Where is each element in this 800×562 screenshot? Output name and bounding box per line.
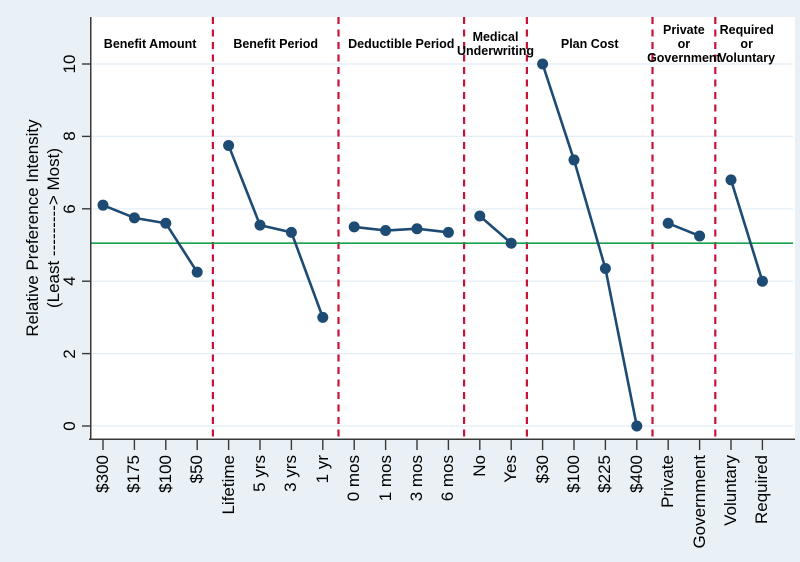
x-tick-label: $50 bbox=[187, 455, 207, 484]
data-point-marker bbox=[380, 225, 392, 237]
data-point-marker bbox=[662, 217, 674, 229]
data-point-marker bbox=[442, 226, 454, 238]
group-header: Private or Government bbox=[647, 23, 721, 65]
data-point-marker bbox=[599, 263, 611, 275]
data-point-marker bbox=[160, 217, 172, 229]
x-tick-label: Required bbox=[752, 455, 772, 524]
data-point-marker bbox=[694, 230, 706, 242]
group-header: Deductible Period bbox=[348, 24, 454, 64]
x-tick-label: Private bbox=[658, 455, 678, 508]
group-header-line: Voluntary bbox=[718, 51, 776, 65]
plot-area bbox=[82, 17, 795, 450]
group-header: Benefit Period bbox=[233, 24, 318, 64]
data-point-marker bbox=[756, 275, 768, 287]
x-tick-label: $400 bbox=[626, 455, 646, 493]
group-header-line: Medical bbox=[472, 30, 519, 44]
data-point-marker bbox=[411, 223, 423, 235]
group-header-line: Benefit Period bbox=[233, 37, 319, 51]
series-line bbox=[227, 144, 325, 318]
x-tick-label: $175 bbox=[124, 455, 144, 493]
x-tick-label: 3 mos bbox=[407, 455, 426, 502]
group-header-line: or bbox=[740, 37, 753, 51]
x-tick-label: $100 bbox=[155, 455, 175, 493]
data-point-marker bbox=[191, 266, 203, 278]
x-tick-label: No bbox=[469, 455, 489, 477]
group-header-line: Private bbox=[663, 23, 705, 37]
group-header: Benefit Amount bbox=[104, 24, 197, 64]
data-point-marker bbox=[568, 154, 580, 166]
series-line bbox=[541, 63, 639, 427]
x-tick-label: 0 mos bbox=[344, 455, 364, 502]
data-point-marker bbox=[537, 58, 549, 70]
group-header-line: Government bbox=[647, 51, 721, 65]
y-axis-title: Relative Preference Intensity (Least ---… bbox=[22, 18, 66, 438]
group-header-line: or bbox=[677, 37, 691, 51]
series-line bbox=[478, 215, 513, 245]
series-line bbox=[102, 203, 199, 273]
group-header-line: Plan Cost bbox=[560, 37, 619, 51]
data-point-marker bbox=[725, 174, 737, 186]
data-point-marker bbox=[505, 237, 517, 249]
x-tick-label: Yes bbox=[501, 455, 521, 483]
group-header-line: Underwriting bbox=[456, 44, 535, 58]
group-header: Medical Underwriting bbox=[457, 24, 534, 64]
x-tick-label: $225 bbox=[595, 455, 615, 493]
group-header: Required or Voluntary bbox=[718, 23, 776, 65]
data-point-marker bbox=[348, 221, 360, 233]
x-tick-label: Lifetime bbox=[218, 455, 238, 515]
series-line bbox=[729, 179, 764, 282]
y-axis-title-line1: Relative Preference Intensity bbox=[23, 119, 42, 337]
x-tick-label: Voluntary bbox=[721, 455, 740, 526]
data-point-marker bbox=[128, 212, 140, 224]
data-point-marker bbox=[254, 219, 266, 231]
x-tick-label: $30 bbox=[532, 455, 552, 484]
group-header: Plan Cost bbox=[561, 24, 619, 64]
x-tick-label: 1 mos bbox=[375, 455, 395, 502]
x-tick-label: 1 yr bbox=[312, 455, 332, 484]
plot-background bbox=[90, 17, 795, 440]
x-tick-label: 5 yrs bbox=[250, 455, 269, 492]
data-point-marker bbox=[631, 420, 643, 432]
y-axis-title-line2: (Least ---------> Most) bbox=[44, 147, 63, 309]
data-point-marker bbox=[223, 139, 235, 151]
data-point-marker bbox=[474, 210, 486, 222]
x-tick-label: Government bbox=[689, 455, 709, 549]
data-point-marker bbox=[285, 226, 297, 238]
group-header-line: Benefit Amount bbox=[103, 37, 197, 51]
x-tick-label: 3 yrs bbox=[281, 455, 301, 492]
series-line bbox=[667, 222, 701, 238]
series-line bbox=[354, 225, 449, 234]
x-tick-label: $100 bbox=[564, 455, 583, 493]
data-point-marker bbox=[317, 311, 329, 323]
x-tick-label: $300 bbox=[93, 455, 112, 493]
x-tick-label: 6 mos bbox=[438, 455, 458, 502]
data-point-marker bbox=[97, 199, 109, 211]
group-header-line: Deductible Period bbox=[348, 37, 455, 51]
group-header-line: Required bbox=[719, 23, 774, 37]
